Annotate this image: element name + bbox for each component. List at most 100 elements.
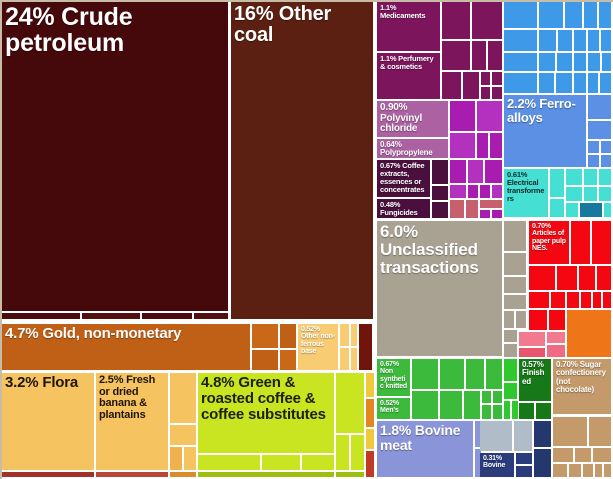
- treemap-cell[interactable]: [480, 185, 490, 198]
- cell-banana-plantains[interactable]: 2.5% Fresh or dried banana & plantains: [96, 373, 168, 470]
- treemap-cell[interactable]: [516, 453, 532, 464]
- treemap-cell[interactable]: [504, 277, 526, 293]
- treemap-cell[interactable]: [480, 200, 502, 208]
- treemap-cell[interactable]: [580, 203, 602, 217]
- treemap-cell[interactable]: [595, 464, 602, 477]
- treemap-cell[interactable]: [485, 160, 502, 183]
- treemap-cell[interactable]: [466, 359, 484, 389]
- treemap-cell[interactable]: [601, 155, 611, 167]
- treemap-cell[interactable]: [556, 73, 572, 93]
- treemap-cell[interactable]: [597, 266, 611, 290]
- treemap-cell[interactable]: [566, 203, 578, 217]
- treemap-cell[interactable]: [475, 449, 481, 477]
- cell-unclassified-transactions[interactable]: 6.0% Unclassified transactions: [377, 221, 502, 356]
- treemap-cell[interactable]: [504, 253, 526, 275]
- treemap-cell[interactable]: [481, 87, 490, 99]
- treemap-cell[interactable]: [336, 435, 349, 470]
- treemap-cell[interactable]: [198, 472, 334, 477]
- treemap-cell[interactable]: [514, 421, 532, 451]
- treemap-cell[interactable]: [581, 292, 591, 308]
- treemap-cell[interactable]: [492, 210, 502, 218]
- treemap-cell[interactable]: [593, 292, 601, 308]
- cell-mens[interactable]: 0.52% Men's: [377, 398, 410, 419]
- cell-paper-pulp[interactable]: 0.70% Articles of paper pulp NES.: [529, 221, 569, 264]
- treemap-cell[interactable]: [589, 417, 611, 446]
- treemap-cell[interactable]: [519, 348, 545, 357]
- treemap-cell[interactable]: [601, 141, 611, 153]
- treemap-cell[interactable]: [584, 169, 597, 185]
- treemap-cell[interactable]: [194, 313, 228, 319]
- treemap-cell[interactable]: [574, 53, 586, 71]
- treemap-cell[interactable]: [504, 344, 517, 357]
- treemap-cell[interactable]: [351, 348, 357, 370]
- cell-other-coal[interactable]: 16% Other coal: [231, 2, 373, 319]
- treemap-cell[interactable]: [565, 2, 582, 28]
- treemap-cell[interactable]: [170, 373, 196, 423]
- treemap-cell[interactable]: [442, 2, 470, 39]
- treemap-cell[interactable]: [450, 160, 466, 183]
- treemap-cell[interactable]: [567, 292, 579, 308]
- treemap-cell[interactable]: [551, 292, 565, 308]
- treemap-cell[interactable]: [475, 421, 481, 447]
- treemap-cell[interactable]: [2, 472, 94, 477]
- treemap-cell[interactable]: [468, 185, 478, 198]
- cell-non-synthetic-knitted[interactable]: 0.67% Non synthetic knitted: [377, 359, 410, 396]
- treemap-cell[interactable]: [512, 401, 518, 419]
- treemap-cell[interactable]: [170, 425, 196, 445]
- cell-fungicides[interactable]: 0.48% Fungicides: [377, 199, 430, 218]
- treemap-cell[interactable]: [557, 53, 572, 71]
- treemap-cell[interactable]: [490, 133, 502, 158]
- treemap-cell[interactable]: [539, 30, 556, 51]
- treemap-cell[interactable]: [557, 266, 577, 290]
- treemap-cell[interactable]: [583, 464, 593, 477]
- treemap-cell[interactable]: [366, 429, 374, 449]
- cell-gold-non-monetary[interactable]: 4.7% Gold, non-monetary: [2, 324, 250, 370]
- treemap-cell[interactable]: [603, 292, 611, 308]
- treemap-cell[interactable]: [604, 203, 611, 217]
- treemap-cell[interactable]: [574, 73, 586, 93]
- treemap-cell[interactable]: [593, 448, 611, 462]
- treemap-cell[interactable]: [534, 421, 551, 447]
- treemap-cell[interactable]: [529, 310, 547, 330]
- treemap-cell[interactable]: [302, 455, 334, 470]
- treemap-cell[interactable]: [539, 2, 563, 28]
- treemap-cell[interactable]: [488, 41, 502, 70]
- treemap-cell[interactable]: [553, 417, 587, 446]
- treemap-cell[interactable]: [482, 391, 491, 403]
- cell-coffee-extracts[interactable]: 0.67% Coffee extracts, essences or conce…: [377, 160, 430, 197]
- treemap-cell[interactable]: [504, 53, 537, 71]
- treemap-cell[interactable]: [536, 403, 551, 419]
- treemap-cell[interactable]: [574, 30, 586, 51]
- treemap-cell[interactable]: [519, 332, 545, 346]
- treemap-cell[interactable]: [493, 391, 502, 403]
- treemap-cell[interactable]: [340, 324, 349, 346]
- treemap-cell[interactable]: [549, 310, 565, 330]
- cell-finished[interactable]: 0.57% Finished: [519, 359, 551, 401]
- treemap-cell[interactable]: [184, 447, 196, 470]
- cell-crude-petroleum[interactable]: 24% Crude petroleum: [2, 2, 228, 311]
- treemap-cell[interactable]: [599, 187, 611, 201]
- treemap-cell[interactable]: [440, 391, 462, 419]
- treemap-cell[interactable]: [480, 421, 512, 451]
- treemap-cell[interactable]: [516, 311, 526, 328]
- treemap-cell[interactable]: [567, 310, 611, 357]
- treemap-cell[interactable]: [477, 133, 488, 158]
- treemap-cell[interactable]: [529, 292, 549, 308]
- cell-electrical-transformers[interactable]: 0.61% Electrical transformers: [504, 169, 548, 217]
- treemap-cell[interactable]: [486, 359, 502, 389]
- cell-perfumery-cosmetics[interactable]: 1.1% Perfumery & cosmetics: [377, 53, 440, 99]
- treemap-cell[interactable]: [553, 464, 567, 477]
- treemap-cell[interactable]: [366, 373, 374, 397]
- treemap-cell[interactable]: [579, 266, 595, 290]
- treemap-cell[interactable]: [463, 72, 479, 99]
- treemap-cell[interactable]: [252, 324, 278, 348]
- treemap-cell[interactable]: [340, 348, 349, 370]
- treemap-cell[interactable]: [280, 324, 296, 348]
- treemap-cell[interactable]: [351, 324, 357, 346]
- treemap-cell[interactable]: [262, 455, 300, 470]
- cell-bovine-meat[interactable]: 1.8% Bovine meat: [377, 421, 473, 477]
- treemap-cell[interactable]: [493, 405, 502, 419]
- treemap-cell[interactable]: [599, 169, 611, 185]
- treemap-cell[interactable]: [170, 447, 182, 470]
- treemap-cell[interactable]: [504, 73, 537, 93]
